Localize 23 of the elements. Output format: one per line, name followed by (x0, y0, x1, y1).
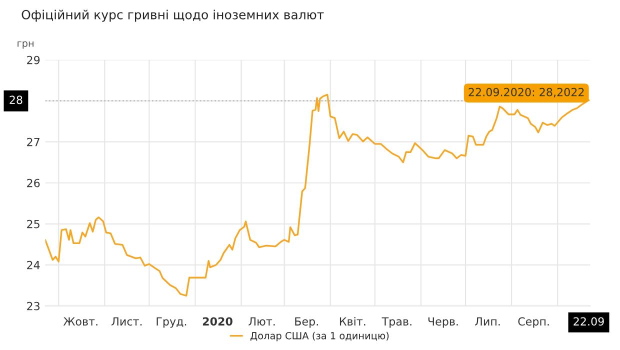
x-tick-label: Трав. (382, 317, 412, 328)
y-tick-label: 26 (27, 178, 40, 188)
y-tick-label: 24 (27, 260, 40, 270)
x-tick-label: 2020 (202, 317, 232, 326)
x-tick-label: Квіт. (340, 317, 366, 326)
legend-label: Долар США (за 1 одиницю) (250, 332, 389, 342)
x-tick-label: Лют. (248, 317, 275, 326)
y-tick-label: 25 (27, 220, 40, 228)
x-tick-label: Жовт. (63, 317, 98, 326)
y-axis-title: грн (18, 41, 34, 49)
x-tick-label: Серп. (518, 317, 549, 328)
y-tick-label: 23 (27, 302, 40, 310)
ref-line-label: 28 (10, 96, 22, 104)
x-tick-label: Черв. (428, 317, 458, 328)
y-tick-label: 27 (27, 138, 40, 146)
x-tick-label: Лист. (112, 317, 142, 326)
y-tick-label: 29 (27, 56, 40, 64)
x-tick-label: Бер. (295, 317, 318, 328)
chart-title: Офіційний курс гривні щодо іноземних валют (22, 10, 324, 22)
x-tick-label: Груд. (156, 317, 186, 328)
annotation: 22.09.2020: 28,2022 (468, 88, 584, 98)
x-tick-label: 22.09 (574, 317, 604, 326)
x-tick-label: Лип. (475, 317, 500, 326)
